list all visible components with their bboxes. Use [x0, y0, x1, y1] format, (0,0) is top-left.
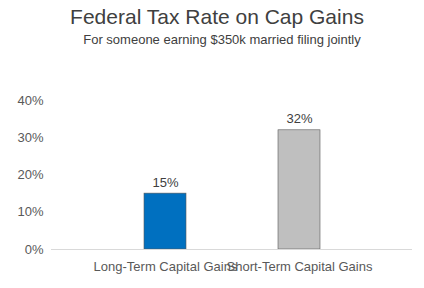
svg-text:40%: 40%	[17, 93, 43, 108]
svg-text:32%: 32%	[286, 111, 312, 126]
svg-text:15%: 15%	[152, 175, 178, 190]
svg-text:Short-Term Capital Gains: Short-Term Capital Gains	[227, 259, 373, 274]
html-text:Federal Tax Rate on Cap Gains: Federal Tax Rate on Cap Gains	[70, 5, 364, 28]
svg-text:Long-Term Capital Gains: Long-Term Capital Gains	[94, 259, 238, 274]
svg-text:30%: 30%	[17, 130, 43, 145]
svg-text:20%: 20%	[17, 167, 43, 182]
html-text:For someone earning $350k marr: For someone earning $350k married filing…	[83, 32, 361, 47]
svg-text:10%: 10%	[17, 204, 43, 219]
svg-text:0%: 0%	[25, 242, 44, 257]
